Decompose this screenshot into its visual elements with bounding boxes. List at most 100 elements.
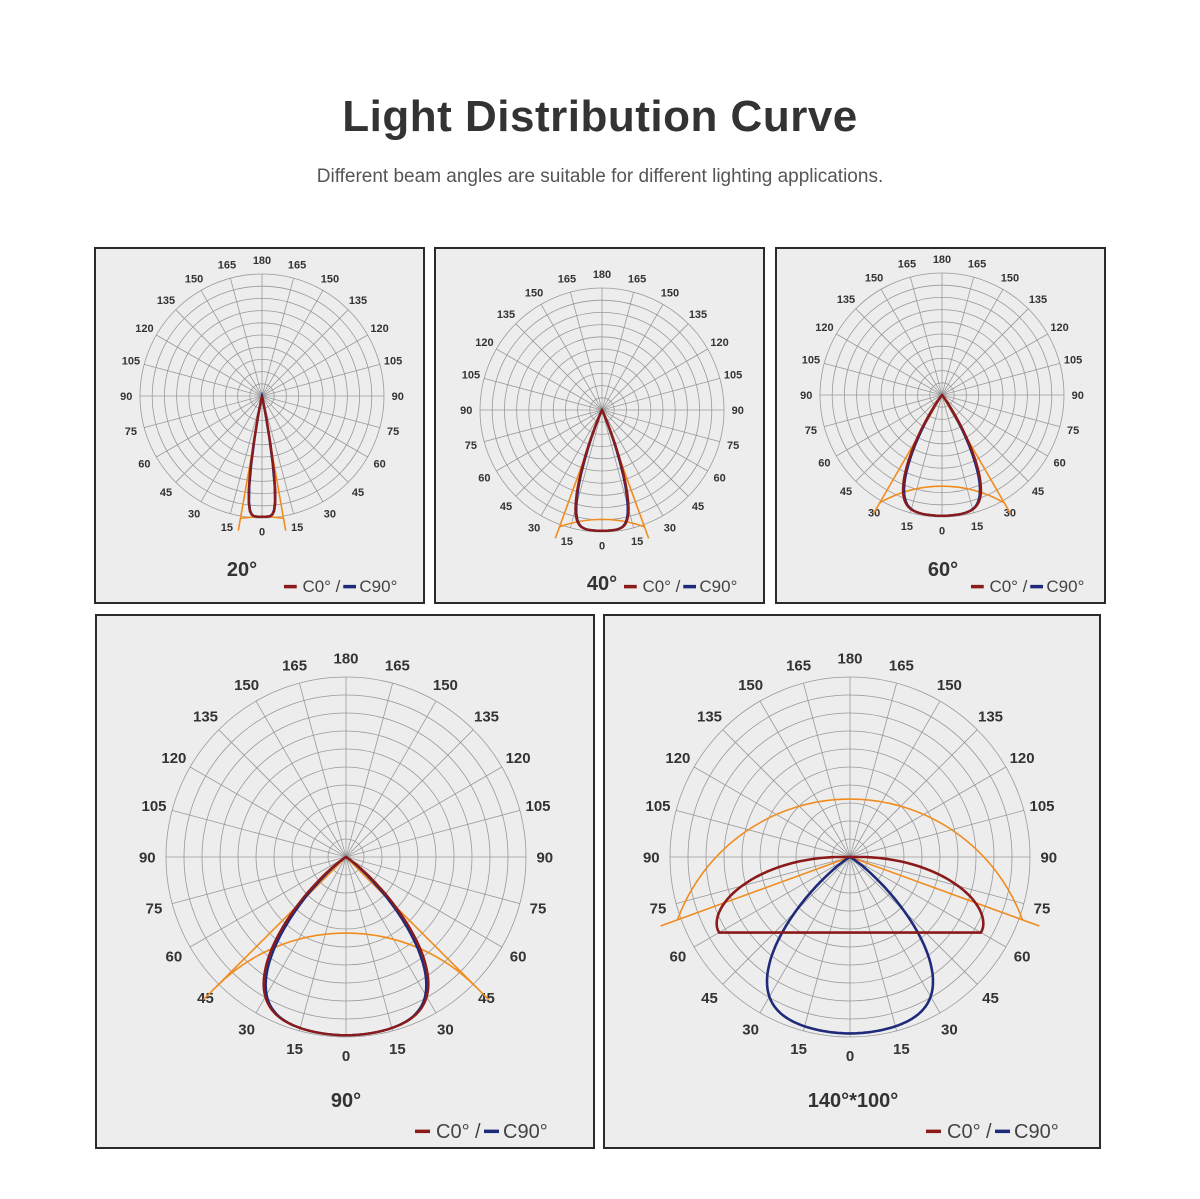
tick-label: 165 <box>385 657 410 674</box>
tick-label: 30 <box>742 1021 759 1038</box>
tick-label: 150 <box>234 677 259 694</box>
legend-label-c0: C0° <box>989 577 1018 596</box>
grid-spoke <box>261 395 380 428</box>
tick-label: 15 <box>221 522 233 534</box>
tick-label: 165 <box>889 657 914 674</box>
beam-angle-label: 40° <box>587 573 617 595</box>
beam-angle-marker <box>660 798 1040 927</box>
polar-chart-140x100: 0 15 15 30 30 45 45 60 60 75 75 90 90 105 105 120 120 135… <box>603 614 1101 1149</box>
tick-label: 165 <box>558 274 576 286</box>
tick-label: 75 <box>530 901 547 918</box>
tick-label: 15 <box>561 536 573 548</box>
grid-spoke <box>345 856 503 948</box>
tick-label: 90 <box>800 390 812 402</box>
grid-spoke <box>849 766 1007 858</box>
legend-swatch-c0 <box>415 1129 430 1134</box>
tick-label: 60 <box>1053 458 1065 470</box>
tick-label: 120 <box>815 322 833 334</box>
tick-label: 60 <box>373 459 385 471</box>
grid-spoke <box>941 308 1029 396</box>
legend-swatch-c90 <box>683 584 696 589</box>
grid-spoke <box>941 394 1029 482</box>
tick-label: 150 <box>738 677 763 694</box>
tick-label: 120 <box>1050 322 1068 334</box>
legend-label-c90: C90° <box>359 577 397 596</box>
tick-label: 0 <box>599 541 605 553</box>
tick-label: 90 <box>732 405 744 417</box>
grid-spoke <box>824 394 943 427</box>
tick-label: 30 <box>528 522 540 534</box>
grid-spoke <box>803 682 851 858</box>
tick-label: 180 <box>593 269 611 281</box>
legend-swatch-c90 <box>343 584 356 589</box>
grid-spoke <box>601 378 720 411</box>
polar-svg-90: 0 151530304545606075759090105105120120135… <box>139 651 553 1144</box>
tick-label: 105 <box>645 798 670 815</box>
tick-label: 150 <box>1001 272 1019 284</box>
tick-label: 45 <box>701 990 718 1007</box>
tick-label: 165 <box>786 657 811 674</box>
grid-spoke <box>601 409 664 516</box>
tick-label: 60 <box>510 949 527 966</box>
tick-label: 120 <box>506 750 531 767</box>
legend-label-c0: C0° <box>436 1121 470 1143</box>
grid-spoke <box>570 292 603 411</box>
tick-label: 135 <box>978 709 1003 726</box>
tick-label: 30 <box>238 1021 255 1038</box>
tick-label: 120 <box>475 337 493 349</box>
curve-c0 <box>574 408 630 532</box>
tick-label: 15 <box>901 521 913 533</box>
grid-spoke <box>345 682 393 858</box>
tick-label: 105 <box>1029 798 1054 815</box>
polar-svg-40: 0 15 15 30 30 45 45 60 60 75 75 90 90 105 105 120 120 135… <box>460 269 744 596</box>
grid-spoke <box>200 290 263 397</box>
legend-label-c0: C0° <box>302 577 331 596</box>
tick-label: 120 <box>665 750 690 767</box>
grid-spoke <box>722 856 851 985</box>
tick-label: 60 <box>478 473 490 485</box>
grid-spoke <box>759 856 851 1014</box>
legend-separator: / <box>676 577 681 596</box>
tick-label: 120 <box>370 323 388 335</box>
grid-spoke <box>345 729 474 858</box>
tick-label: 15 <box>971 521 983 533</box>
grid-spoke <box>941 394 974 513</box>
page-title: Light Distribution Curve <box>342 92 858 141</box>
legend: C0° / C90° <box>971 577 1084 596</box>
legend-label-c90: C90° <box>503 1121 548 1143</box>
grid-spoke <box>601 348 708 411</box>
tick-label: 45 <box>692 501 704 513</box>
legend-separator: / <box>475 1121 481 1143</box>
grid-spoke <box>230 278 263 397</box>
tick-label: 30 <box>188 508 200 520</box>
tick-label: 45 <box>982 990 999 1007</box>
grid-spoke <box>675 856 851 904</box>
tick-label: 165 <box>288 260 306 272</box>
tick-label: 135 <box>157 295 175 307</box>
grid-spoke <box>299 856 347 1032</box>
grid-spoke <box>189 856 347 948</box>
tick-label: 75 <box>465 440 477 452</box>
grid-spoke <box>515 409 603 497</box>
grid-spoke <box>855 394 943 482</box>
tick-labels: 0 15 15 30 30 45 45 60 60 75 75 90 90 105 105 120 120 135… <box>460 269 744 552</box>
tick-label: 120 <box>710 337 728 349</box>
grid-spoke <box>261 309 349 397</box>
grid-spoke <box>345 810 521 858</box>
tick-label: 120 <box>161 750 186 767</box>
tick-label: 0 <box>939 526 945 538</box>
grid-spoke <box>849 700 941 858</box>
grid-spoke <box>675 810 851 858</box>
grid-spoke <box>261 395 349 483</box>
tick-label: 105 <box>384 356 402 368</box>
grid-spoke <box>601 304 664 411</box>
grid-spoke <box>144 395 263 428</box>
grid-spoke <box>941 363 1060 396</box>
tick-label: 60 <box>1014 949 1031 966</box>
tick-label: 135 <box>689 309 707 321</box>
tick-label: 90 <box>120 391 132 403</box>
tick-label: 150 <box>525 287 543 299</box>
tick-label: 135 <box>193 709 218 726</box>
grid-spoke <box>261 395 294 514</box>
tick-label: 75 <box>727 440 739 452</box>
